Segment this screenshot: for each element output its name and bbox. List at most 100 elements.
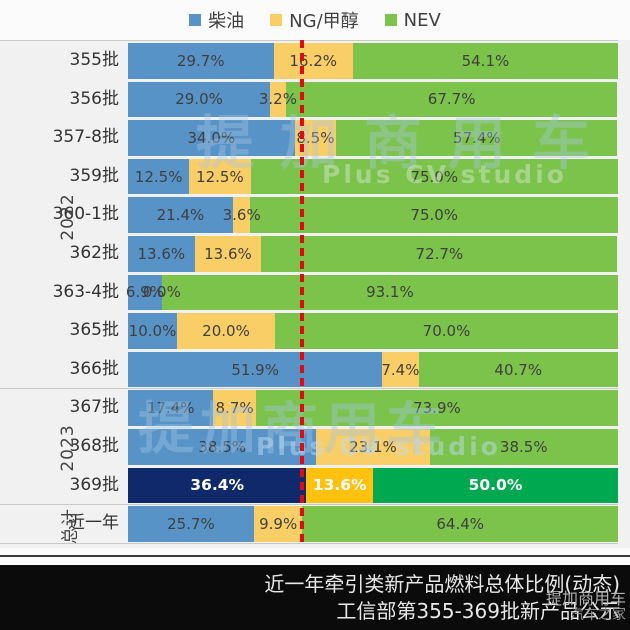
segment-ng-methanol: 12.5% — [189, 158, 251, 195]
batch-label: 366批 — [69, 358, 119, 379]
segment-value-label: 72.7% — [415, 244, 464, 263]
segment-nev: 54.1% — [352, 43, 618, 79]
segment-value-label: 7.4% — [381, 360, 420, 379]
segment-diesel: 10.0% — [128, 313, 177, 349]
segment-value-label: 75.0% — [410, 167, 459, 186]
segment-value-label: 3.6% — [222, 206, 261, 225]
batch-label: 367批 — [69, 397, 119, 418]
segment-diesel: 29.7% — [128, 43, 274, 79]
segment-nev: 64.4% — [302, 506, 618, 542]
segment-diesel: 36.4% — [128, 467, 307, 504]
segment-value-label: 64.4% — [436, 514, 485, 533]
legend-label: NEV — [403, 9, 441, 31]
segment-value-label: 50.0% — [468, 476, 523, 495]
segment-nev: 50.0% — [372, 467, 618, 504]
segment-diesel: 25.7% — [128, 506, 254, 542]
segment-value-label: 25.7% — [167, 514, 215, 533]
batch-label: 近一年 — [68, 513, 119, 534]
chart-legend: 柴油 NG/甲醇 NEV — [0, 0, 630, 40]
segment-value-label: 54.1% — [461, 51, 510, 70]
legend-item-diesel: 柴油 — [189, 7, 244, 33]
batch-label: 369批 — [69, 474, 119, 495]
segment-nev: 67.7% — [285, 81, 618, 118]
chart-subtitle: 工信部第355-369批新产品公示 — [336, 599, 620, 623]
bar-rows: 355批 29.7% 16.2% 54.1% 356批 29.0% 3.2% 67.7% 357… — [0, 43, 618, 545]
reference-dashed-line — [300, 40, 305, 545]
legend-item-ng-methanol: NG/甲醇 — [270, 7, 359, 33]
segment-value-label: 12.5% — [134, 167, 183, 186]
chart-row: 359批 12.5% 12.5% 75.0% — [0, 158, 618, 195]
segment-value-label: 8.7% — [215, 399, 254, 418]
segment-ng-methanol: 3.2% — [259, 81, 297, 118]
segment-value-label: 8.5% — [296, 128, 335, 147]
segment-nev: 75.0% — [250, 197, 618, 233]
segment-value-label: 38.5% — [499, 437, 548, 456]
chart-row: 362批 13.6% 13.6% 72.7% — [0, 235, 618, 272]
group-label-总计: 总计 — [60, 507, 81, 544]
segment-value-label: 93.1% — [366, 283, 414, 302]
segment-nev: 38.5% — [429, 428, 618, 465]
batch-label: 356批 — [69, 88, 119, 109]
segment-value-label: 0.0% — [142, 283, 181, 302]
batch-label: 362批 — [69, 242, 119, 263]
segment-diesel: 17.4% — [128, 390, 214, 426]
chart-row: 369批 36.4% 13.6% 50.0% — [0, 467, 618, 504]
segment-value-label: 73.9% — [413, 399, 461, 418]
stacked-bar: 10.0% 20.0% 70.0% — [128, 313, 618, 349]
segment-value-label: 38.5% — [198, 437, 247, 456]
batch-label: 360-1批 — [52, 204, 119, 225]
segment-diesel: 29.0% — [128, 81, 271, 118]
group-divider — [0, 542, 618, 544]
segment-ng-methanol: 9.9% — [253, 506, 303, 542]
segment-value-label: 10.0% — [128, 321, 177, 340]
stacked-bar: 13.6% 13.6% 72.7% — [128, 235, 618, 272]
chart-row: 363-4批 6.9% 0.0% 93.1% — [0, 274, 618, 311]
segment-diesel: 51.9% — [128, 351, 383, 388]
segment-nev: 40.7% — [418, 351, 618, 388]
group-divider — [0, 504, 618, 506]
segment-value-label: 67.7% — [427, 90, 476, 109]
chart-row: 368批 38.5% 23.1% 38.5% — [0, 428, 618, 465]
segment-value-label: 20.0% — [202, 321, 250, 340]
segment-nev: 75.0% — [250, 158, 618, 195]
stacked-bar: 21.4% 3.6% 75.0% — [128, 197, 618, 233]
segment-value-label: 29.7% — [176, 51, 225, 70]
segment-ng-methanol: 7.4% — [381, 351, 420, 388]
segment-value-label: 13.6% — [204, 244, 252, 263]
chart-row: 356批 29.0% 3.2% 67.7% — [0, 81, 618, 118]
segment-ng-methanol: 13.6% — [306, 467, 373, 504]
ng-methanol-swatch-icon — [270, 14, 283, 26]
stacked-bar: 29.0% 3.2% 67.7% — [128, 81, 618, 118]
segment-nev: 72.7% — [261, 235, 618, 272]
segment-diesel: 13.6% — [128, 235, 195, 272]
chart-row: 367批 17.4% 8.7% 73.9% — [0, 390, 618, 426]
segment-diesel: 6.9% — [126, 274, 164, 311]
segment-ng-methanol: 3.6% — [223, 197, 261, 233]
segment-value-label: 23.1% — [349, 437, 397, 456]
segment-value-label: 51.9% — [231, 360, 279, 379]
stacked-bar: 12.5% 12.5% 75.0% — [128, 158, 618, 195]
segment-value-label: 36.4% — [190, 476, 245, 495]
chart-title: 近一年牵引类新产品燃料总体比例(动态) — [264, 572, 620, 596]
batch-label: 359批 — [69, 165, 119, 186]
legend-label: NG/甲醇 — [289, 11, 359, 32]
chart-row: 365批 10.0% 20.0% 70.0% — [0, 313, 618, 349]
segment-ng-methanol: 16.2% — [273, 43, 353, 79]
segment-diesel: 12.5% — [128, 158, 190, 195]
segment-value-label: 57.4% — [453, 128, 501, 147]
segment-ng-methanol: 20.0% — [177, 313, 275, 349]
segment-value-label: 9.9% — [259, 514, 298, 533]
segment-diesel: 21.4% — [128, 197, 233, 233]
footer-separator-line — [0, 555, 630, 557]
chart-row: 355批 29.7% 16.2% 54.1% — [0, 43, 618, 79]
segment-value-label: 75.0% — [410, 206, 459, 225]
group-label-2022: 2022 — [58, 193, 78, 241]
group-divider — [0, 40, 618, 41]
segment-diesel: 34.0% — [128, 120, 295, 156]
stacked-bar: 29.7% 16.2% 54.1% — [128, 43, 618, 79]
segment-value-label: 29.0% — [175, 90, 223, 109]
segment-value-label: 21.4% — [156, 206, 205, 225]
segment-value-label: 13.6% — [137, 244, 186, 263]
segment-nev: 73.9% — [255, 390, 618, 426]
segment-value-label: 17.4% — [146, 399, 195, 418]
